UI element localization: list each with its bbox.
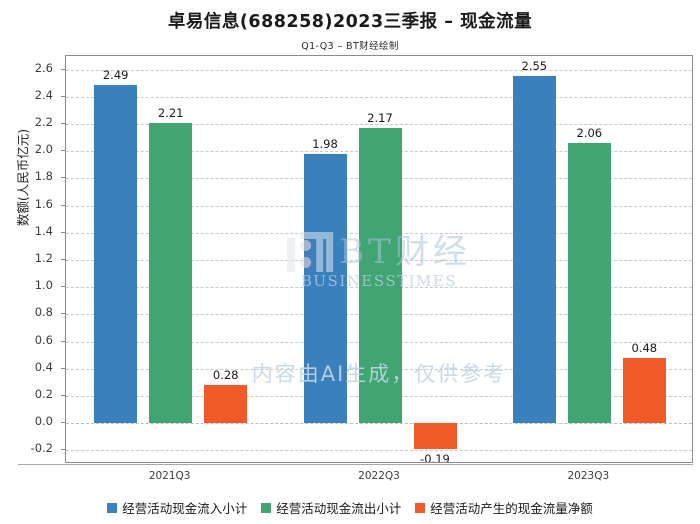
y-tick-mark	[61, 68, 65, 70]
x-tick-label: 2023Q3	[567, 470, 610, 482]
y-tick-mark	[61, 204, 65, 206]
bar[interactable]	[358, 128, 402, 424]
gridline	[66, 450, 692, 452]
legend-swatch-icon	[415, 502, 426, 513]
x-tick-label: 2021Q3	[148, 470, 191, 482]
chart-subtitle: Q1-Q3 – BT财经绘制	[301, 41, 399, 52]
y-tick-label: 1.2	[34, 251, 53, 265]
bar[interactable]	[94, 84, 138, 424]
x-axis-line	[18, 464, 693, 465]
bar-value-label: 2.55	[521, 59, 548, 74]
legend-item[interactable]: 经营活动产生的现金流量净额	[415, 498, 593, 517]
bar-value-label: 0.48	[631, 340, 658, 355]
legend-label: 经营活动产生的现金流量净额	[430, 501, 593, 516]
y-tick-mark	[61, 313, 65, 315]
bar-value-label: 2.21	[157, 105, 184, 120]
y-tick-mark	[61, 367, 65, 369]
y-tick-mark	[61, 231, 65, 233]
legend-label: 经营活动现金流出小计	[276, 501, 402, 516]
plot-area: BT财经 BUSINESSTIMES 内容由AI生成，仅供参考 2.49 2.21…	[65, 55, 693, 463]
bar-value-label: -0.19	[420, 452, 450, 463]
legend: 经营活动现金流入小计 经营活动现金流出小计 经营活动产生的现金流量净额	[0, 498, 700, 517]
legend-item[interactable]: 经营活动现金流入小计	[107, 498, 247, 517]
bar[interactable]	[149, 122, 193, 424]
y-tick-mark	[61, 395, 65, 396]
bar-value-label: 2.17	[367, 111, 393, 126]
title-block: 卓易信息(688258)2023三季报 – 现金流量 Q1-Q3 – BT财经绘…	[0, 0, 700, 52]
x-tick-label: 2022Q3	[358, 470, 400, 482]
legend-label: 经营活动现金流入小计	[122, 501, 248, 516]
y-tick-label: 2.4	[34, 87, 53, 102]
y-tick-label: 2.6	[34, 60, 53, 75]
bar-value-label: 0.28	[212, 368, 239, 383]
bar-value-label: 1.98	[312, 136, 338, 151]
bar-value-label: 2.49	[102, 67, 129, 82]
y-tick-label: 1.0	[34, 278, 53, 293]
gridline	[66, 69, 692, 71]
page-title: 卓易信息(688258)2023三季报 – 现金流量	[167, 12, 533, 32]
bar[interactable]	[512, 76, 556, 424]
bar[interactable]	[303, 153, 347, 424]
y-tick-mark	[61, 286, 65, 288]
y-tick-mark	[61, 449, 65, 451]
y-tick-mark	[61, 150, 65, 152]
gridline	[66, 124, 692, 125]
y-tick-label: 0.0	[34, 414, 53, 429]
y-tick-mark	[61, 95, 65, 97]
y-tick-label: 1.6	[34, 196, 53, 211]
bar[interactable]	[567, 143, 611, 424]
legend-item[interactable]: 经营活动现金流出小计	[261, 498, 401, 517]
y-tick-label: 2.2	[34, 115, 53, 129]
gridline	[66, 423, 692, 425]
y-tick-label: 0.6	[34, 332, 53, 347]
y-tick-mark	[61, 177, 65, 179]
y-tick-mark	[61, 123, 65, 124]
legend-swatch-icon	[107, 502, 118, 513]
bar[interactable]	[413, 423, 457, 450]
legend-swatch-icon	[261, 502, 272, 513]
y-tick-label: 0.4	[34, 359, 53, 374]
y-tick-mark	[61, 422, 65, 424]
y-tick-label: 1.8	[34, 169, 53, 184]
y-tick-label: 2.0	[34, 142, 53, 157]
y-tick-mark	[61, 259, 65, 260]
bar[interactable]	[204, 385, 248, 424]
y-tick-label: 1.4	[34, 223, 53, 238]
gridline	[66, 96, 692, 98]
y-tick-mark	[61, 340, 65, 342]
y-tick-label: -0.2	[30, 441, 53, 456]
bar[interactable]	[622, 357, 666, 424]
y-tick-label: 0.8	[34, 305, 53, 320]
y-tick-label: 0.2	[34, 387, 53, 401]
bar-value-label: 2.06	[576, 126, 603, 141]
